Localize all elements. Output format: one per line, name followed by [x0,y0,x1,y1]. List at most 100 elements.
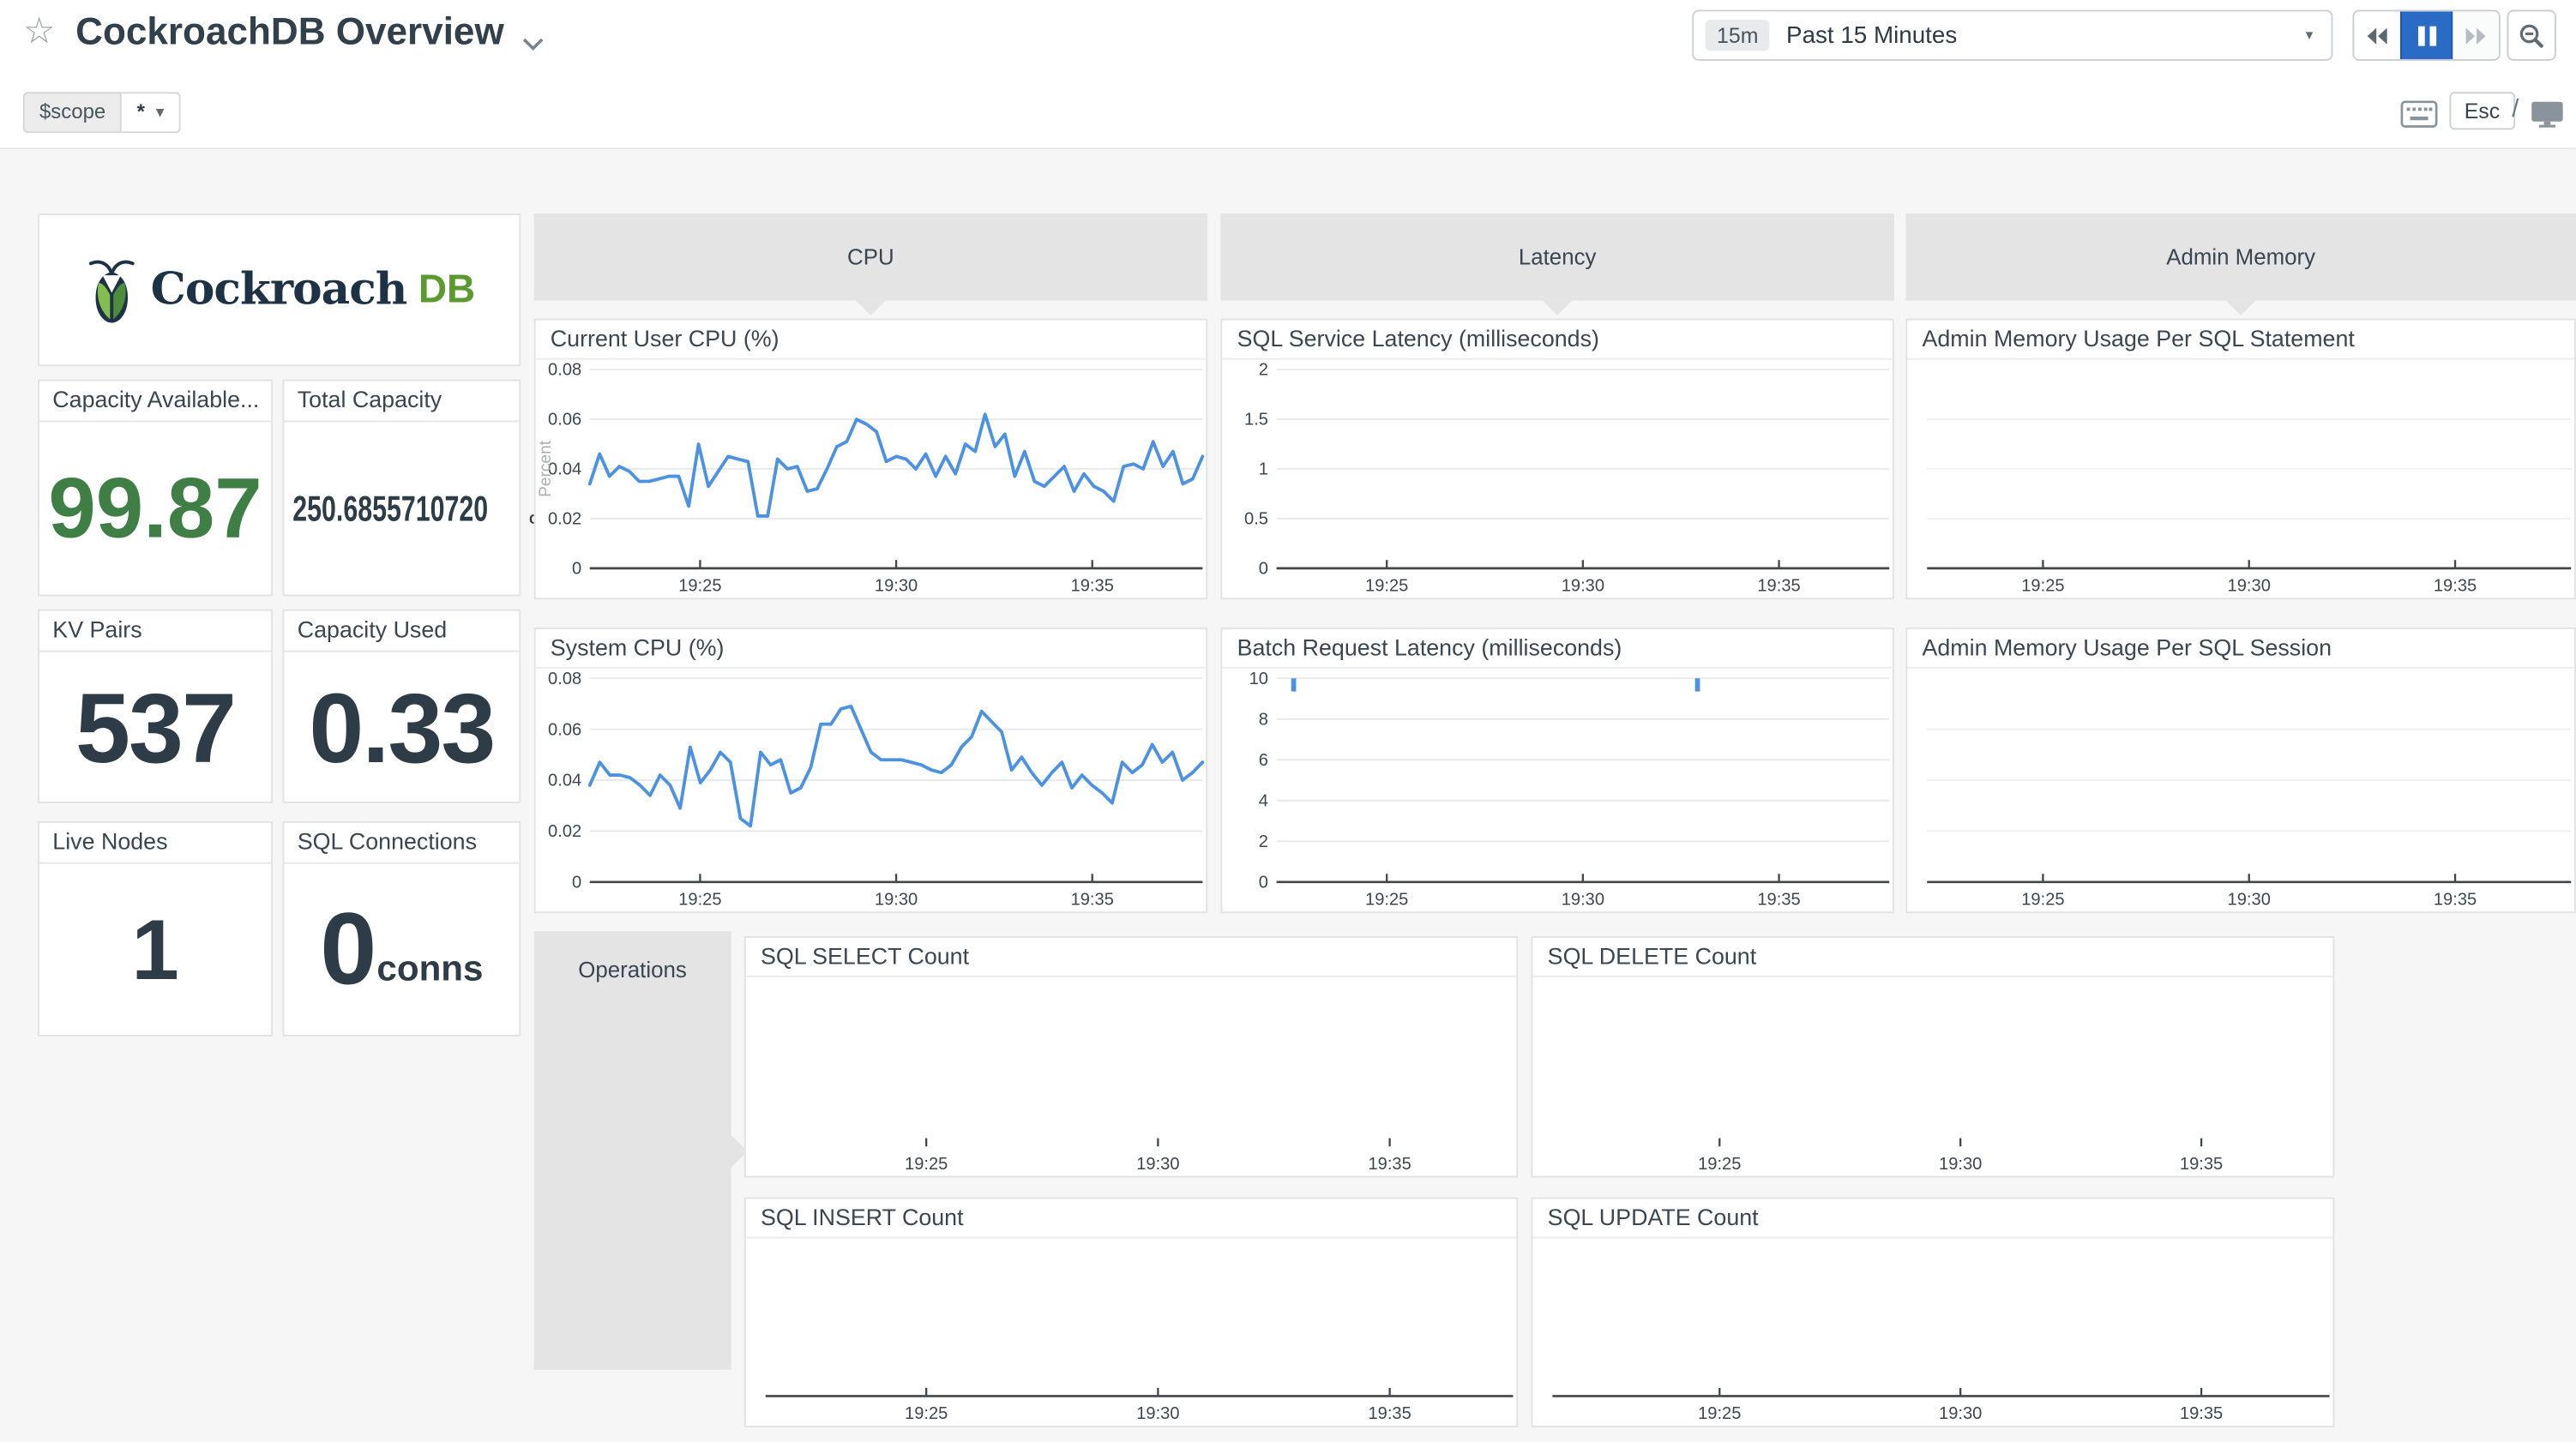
svg-text:19:25: 19:25 [905,1404,948,1423]
scope-var-current: * [136,99,145,123]
chart-title: SQL DELETE Count [1532,938,2333,977]
group-label: Admin Memory [2166,244,2316,270]
chart-title: System CPU (%) [535,629,1207,669]
chart-batch-request-latency[interactable]: Batch Request Latency (milliseconds) 10 8… [1220,627,1894,914]
svg-text:0: 0 [572,560,581,579]
chart-current-user-cpu[interactable]: Current User CPU (%) 0.08 0.06 0.04 0.02 0 19… [533,318,1208,600]
line-chart-canvas[interactable]: 19:25 19:30 19:35 [746,977,1517,1178]
svg-text:19:25: 19:25 [1365,891,1408,910]
svg-text:19:35: 19:35 [2180,1155,2223,1174]
line-chart-canvas[interactable]: 2 1.5 1 0.5 0 19:25 19:30 19:35 [1222,360,1893,600]
metric-card-capacity-used[interactable]: Capacity Used 0.33 [282,609,521,803]
template-variable-scope[interactable]: $scope * ▾ [22,92,181,134]
line-chart-canvas[interactable]: 10 8 6 4 2 0 19:25 19:30 19:35 [1222,669,1893,913]
timeline-forward-button[interactable] [2453,11,2499,59]
keyboard-shortcuts-icon[interactable] [2400,100,2438,136]
svg-text:19:30: 19:30 [875,891,918,910]
group-label: Latency [1518,244,1597,270]
line-chart-canvas[interactable]: 19:25 19:30 19:35 [1907,360,2574,600]
svg-text:0: 0 [1259,873,1268,892]
svg-text:0.02: 0.02 [548,822,581,841]
svg-text:19:30: 19:30 [1136,1155,1179,1174]
group-label: CPU [847,244,894,270]
line-chart-canvas[interactable]: 19:25 19:30 19:35 [1907,669,2574,913]
metric-title: Live Nodes [39,823,272,864]
svg-text:19:25: 19:25 [905,1155,948,1174]
chart-title: Admin Memory Usage Per SQL Statement [1907,321,2575,360]
svg-text:0.04: 0.04 [548,460,581,479]
metric-card-kv-pairs[interactable]: KV Pairs 537 [38,609,274,803]
chevron-down-icon: ▾ [2305,26,2314,43]
metric-title: KV Pairs [39,611,272,652]
chart-title: Batch Request Latency (milliseconds) [1222,629,1893,669]
time-range-selector[interactable]: 15m Past 15 Minutes ▾ [1692,9,2333,61]
svg-text:19:25: 19:25 [1365,577,1408,596]
timeline-back-button[interactable] [2354,11,2400,59]
svg-text:19:25: 19:25 [1698,1404,1741,1423]
line-chart-canvas[interactable]: 0.08 0.06 0.04 0.02 0 19:25 19:30 19:35 [536,669,1207,913]
svg-text:19:35: 19:35 [1368,1404,1411,1423]
group-header-admin-memory[interactable]: Admin Memory [1905,213,2576,315]
svg-text:1: 1 [1259,460,1268,479]
chart-admin-memory-per-statement[interactable]: Admin Memory Usage Per SQL Statement 19:… [1905,318,2576,600]
magnifier-minus-icon [2519,23,2543,47]
svg-text:19:35: 19:35 [2180,1404,2223,1423]
metric-card-sql-connections[interactable]: SQL Connections 0 conns [282,820,521,1036]
pause-icon [2429,25,2436,45]
svg-text:8: 8 [1259,710,1268,729]
metric-value: 250.6855710720 [292,487,488,529]
metric-value: 99.87 [48,461,262,557]
chart-title: SQL INSERT Count [745,1199,1517,1239]
svg-text:10: 10 [1249,670,1268,688]
metric-value: 0.33 [309,672,496,783]
scope-var-label: $scope [22,92,123,134]
chart-title: Admin Memory Usage Per SQL Session [1907,629,2575,669]
chart-system-cpu[interactable]: System CPU (%) 0.08 0.06 0.04 0.02 0 19:25 19:… [533,627,1208,914]
group-header-operations[interactable]: Operations [533,931,748,1370]
metric-card-capacity-available[interactable]: Capacity Available... 99.87 [38,379,274,597]
svg-text:0.02: 0.02 [548,510,581,529]
metric-card-live-nodes[interactable]: Live Nodes 1 [38,820,274,1036]
group-label: Operations [578,957,687,982]
svg-text:0.08: 0.08 [548,361,581,380]
cockroachdb-logo-card: Cockroach DB [38,213,521,367]
group-header-latency[interactable]: Latency [1220,213,1894,315]
favorite-star-icon[interactable]: ☆ [22,9,56,51]
svg-text:19:35: 19:35 [2434,891,2477,910]
esc-button[interactable]: Esc [2449,92,2515,130]
line-chart-canvas[interactable]: 19:25 19:30 19:35 [746,1239,1517,1427]
line-chart-canvas[interactable]: 19:25 19:30 19:35 [1532,1239,2332,1427]
svg-text:4: 4 [1259,791,1268,810]
timeline-pause-button[interactable] [2399,11,2453,59]
chart-sql-update-count[interactable]: SQL UPDATE Count 19:25 19:30 19:35 [1531,1197,2335,1427]
line-chart-canvas[interactable]: 0.08 0.06 0.04 0.02 0 19:25 19:30 19:35 Percent [536,360,1207,600]
chart-admin-memory-per-session[interactable]: Admin Memory Usage Per SQL Session 19:25… [1905,627,2576,914]
chart-sql-delete-count[interactable]: SQL DELETE Count 19:25 19:30 19:35 [1531,936,2335,1178]
chart-sql-insert-count[interactable]: SQL INSERT Count 19:25 19:30 19:35 [743,1197,1519,1427]
scope-var-value[interactable]: * ▾ [122,92,181,134]
chart-sql-service-latency[interactable]: SQL Service Latency (milliseconds) 2 1.5 1… [1220,318,1894,600]
chart-sql-select-count[interactable]: SQL SELECT Count 19:25 19:30 19:35 [743,936,1519,1178]
pause-icon [2417,25,2424,45]
time-range-badge: 15m [1705,19,1770,51]
line-chart-canvas[interactable]: 19:25 19:30 19:35 [1532,977,2332,1178]
zoom-out-button[interactable] [2507,9,2556,61]
slash-separator: / [2512,95,2519,123]
header-bar: ☆ CockroachDB Overview $scope * ▾ 15m Pa… [0,0,2576,150]
svg-text:19:35: 19:35 [1757,577,1800,596]
chart-title: SQL UPDATE Count [1532,1199,2333,1239]
metric-card-total-capacity[interactable]: Total Capacity 250.6855710720GB [282,379,549,597]
metric-value: 537 [75,672,237,783]
svg-text:2: 2 [1259,361,1268,380]
tv-mode-icon[interactable] [2530,100,2564,136]
svg-text:2: 2 [1259,832,1268,851]
svg-text:19:25: 19:25 [2021,891,2064,910]
svg-text:19:35: 19:35 [1071,577,1114,596]
metric-title: Total Capacity [284,381,520,423]
svg-text:0.06: 0.06 [548,720,581,739]
title-chevron-down-icon[interactable] [522,29,544,58]
logo-db-suffix: DB [418,267,476,312]
group-header-cpu[interactable]: CPU [533,213,1208,315]
cockroach-bug-icon [88,259,135,322]
